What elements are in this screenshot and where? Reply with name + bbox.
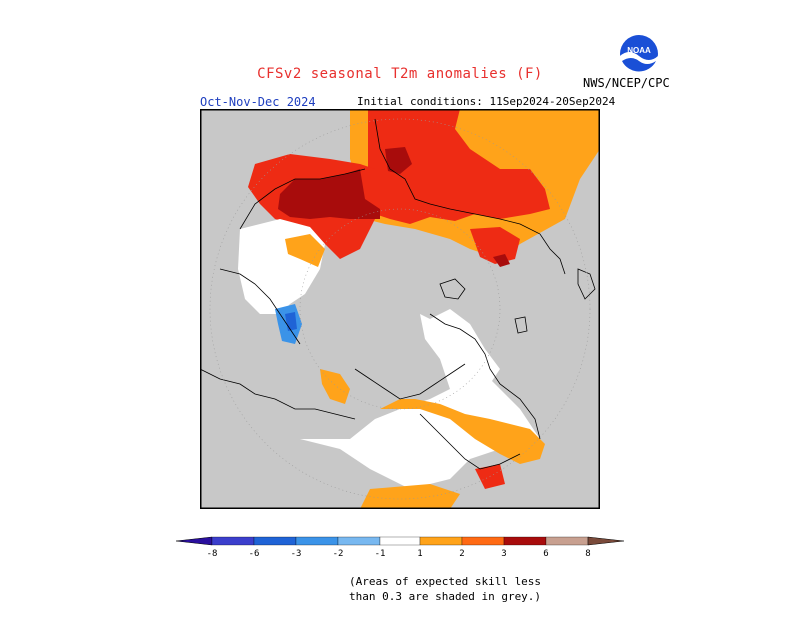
north-america-orange-south [360,484,460,509]
colorbar-seg-neg3-neg2 [295,536,339,546]
latitude-circles [209,118,591,500]
colorbar-seg-1-2 [419,536,463,546]
logo-text: NOAA [627,46,651,55]
canada-orange [380,399,545,464]
colorbar-label: -1 [375,549,386,559]
agency-label: NWS/NCEP/CPC [583,76,670,90]
skill-note-line1: (Areas of expected skill less [349,575,542,588]
colorbar-label: 1 [417,549,422,559]
season-label: Oct-Nov-Dec 2024 [200,95,316,109]
colorbar-seg-neg1-1 [379,536,421,546]
alaska-orange [320,369,350,404]
canada-white-arctic [430,309,500,384]
east-asia-red [470,227,520,264]
east-asia-darkred [493,254,510,267]
colorbar-left-arrow [175,536,213,546]
colorbar-label: 8 [585,549,590,559]
colorbar-seg-2-3 [461,536,505,546]
greenland-orange [285,234,325,267]
coastlines [200,118,596,470]
colorbar: -8 -6 -3 -2 -1 1 2 3 6 8 [175,536,625,559]
skill-note-line2: than 0.3 are shaded in grey.) [349,590,542,603]
north-america-white [300,314,540,489]
colorbar-seg-neg6-neg3 [253,536,297,546]
map-frame [200,109,600,509]
colorbar-label: -8 [207,549,218,559]
polar-anomaly-map [200,109,600,509]
colorbar-label: 2 [459,549,464,559]
colorbar-label: 3 [501,549,506,559]
initial-conditions-label: Initial conditions: 11Sep2024-20Sep2024 [357,95,616,108]
colorbar-right-arrow [587,536,625,546]
chart-title: CFSv2 seasonal T2m anomalies (F) [257,66,543,82]
eurasia-darkred-region [278,169,380,219]
colorbar-seg-3-6 [503,536,547,546]
colorbar-seg-neg2-neg1 [337,536,381,546]
colorbar-label: -2 [333,549,344,559]
colorbar-label: 6 [543,549,548,559]
noaa-logo: NOAA [620,35,658,74]
colorbar-seg-neg8-neg6 [211,536,255,546]
colorbar-label: -3 [291,549,302,559]
colorbar-label: -6 [249,549,260,559]
eurasia-darkred-east [385,147,412,174]
colorbar-seg-6-8 [545,536,589,546]
